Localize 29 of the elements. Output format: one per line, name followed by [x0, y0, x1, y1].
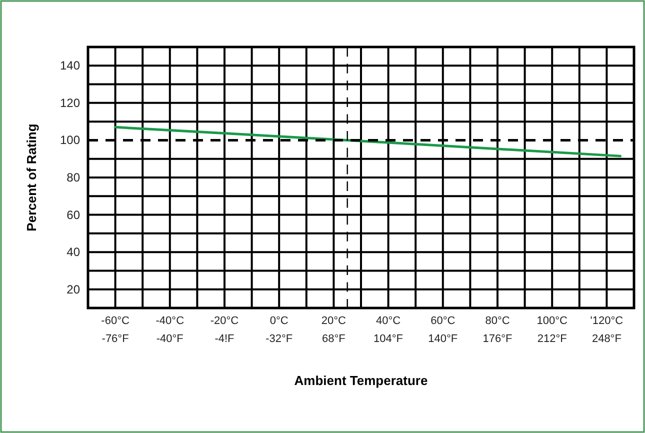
x-tick-label: 100°C — [536, 315, 568, 327]
text: 248°F — [592, 333, 622, 345]
x-tick-label: 40°C — [376, 315, 401, 327]
x-tick-label: 80°C — [485, 315, 510, 327]
x-tick-label: 20°C — [321, 315, 346, 327]
text: 140°F — [428, 333, 458, 345]
x-tick-label: -20°C — [210, 315, 239, 327]
y-tick-label: 40 — [66, 245, 80, 260]
x-tick-label: 60°C — [430, 315, 456, 327]
y-tick-label: 20 — [66, 282, 80, 296]
y-tick-label: 100 — [60, 133, 80, 148]
y-tick-label: 120 — [60, 96, 80, 110]
text: -4!F — [214, 333, 235, 345]
text: -40°F — [156, 333, 184, 345]
y-axis-title: Percent of Rating — [24, 124, 39, 232]
text: 68°F — [322, 333, 346, 345]
text: 104°F — [374, 333, 404, 345]
x-tick-label: 0°C — [270, 315, 288, 327]
text: -32°F — [266, 333, 293, 345]
text: 176°F — [482, 333, 513, 345]
x-tick-label: '120°C — [590, 315, 624, 327]
x-axis-title: Ambient Temperature — [294, 373, 428, 388]
y-tick-label: 80 — [66, 170, 80, 184]
text: -76°F — [102, 333, 130, 345]
y-tick-label: 60 — [66, 208, 80, 222]
text: 212°F — [537, 333, 568, 345]
x-tick-label: -40°C — [156, 315, 184, 327]
x-tick-label: -60°C — [101, 315, 130, 327]
y-tick-label: 140 — [60, 58, 80, 73]
